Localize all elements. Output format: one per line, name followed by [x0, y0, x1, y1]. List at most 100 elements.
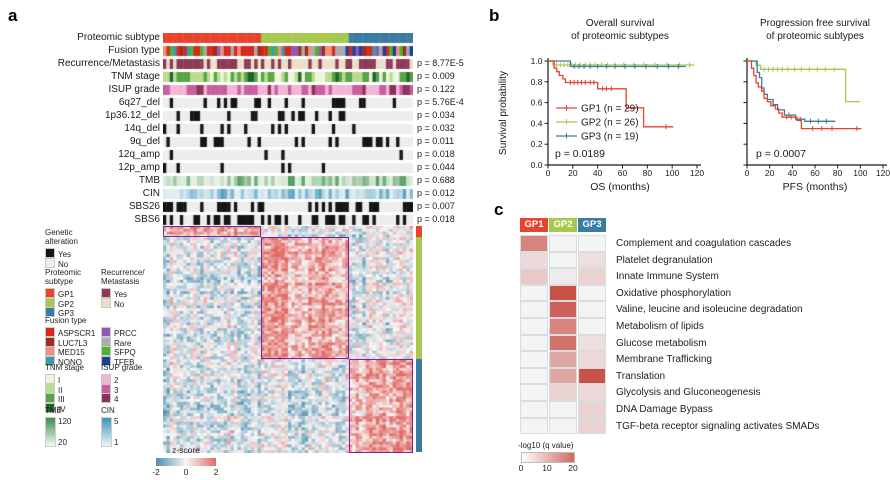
- panel-a-label: a: [8, 6, 18, 25]
- pathway-label: Valine, leucine and isoleucine degradati…: [616, 304, 803, 316]
- y-tick-label: 0.2: [531, 139, 543, 149]
- legend-gradient-cin: [101, 417, 112, 447]
- legend-item-no: No: [101, 297, 124, 309]
- legend-item-4: 4: [101, 393, 118, 404]
- track-pvalue: p = 0.012: [417, 188, 455, 198]
- pathway-label: Translation: [616, 370, 666, 382]
- legend-swatch: [45, 307, 55, 317]
- column-header-gp3: GP3: [578, 218, 606, 232]
- enrichment-cell: [549, 318, 577, 335]
- enrichment-cell: [578, 417, 606, 435]
- gene-module-gp3: [415, 359, 422, 453]
- legend-item-no: No: [45, 257, 68, 269]
- enrichment-cell: [549, 417, 577, 435]
- legend-swatch: [101, 346, 111, 356]
- column-header-gp2: GP2: [549, 218, 577, 232]
- gene-module-gp1: [415, 226, 422, 237]
- y-axis-label: Survival probability: [498, 71, 509, 155]
- zscore-label: z-score: [172, 445, 200, 455]
- track-pvalue: p = 0.688: [417, 175, 455, 185]
- pathway-label: Glucose metabolism: [616, 337, 707, 349]
- y-tick-label: 0.4: [531, 118, 543, 128]
- legend-swatch: [101, 383, 111, 394]
- track-label-cin: CIN: [142, 188, 160, 199]
- legend-swatch: [45, 327, 55, 337]
- legend-swatch: [45, 393, 55, 403]
- p-value-label: p = 0.0007: [756, 148, 806, 160]
- y-tick-label: 0.6: [531, 98, 543, 108]
- track-pvalue: p = 0.032: [417, 123, 455, 133]
- legend-swatch: [45, 288, 55, 298]
- km-curve-gp2: [548, 60, 695, 66]
- legend-swatch: [45, 346, 55, 356]
- x-tick-label: 20: [568, 168, 578, 178]
- enrichment-cell: [549, 401, 577, 418]
- x-tick-label: 40: [593, 168, 603, 178]
- x-tick-label: 120: [690, 168, 704, 178]
- x-tick-label: 80: [643, 168, 653, 178]
- x-tick-label: 120: [876, 168, 890, 178]
- legend-gradient-bottom-label: 20: [58, 438, 67, 447]
- km-curve-gp1: [548, 60, 674, 128]
- x-tick-label: 20: [765, 168, 775, 178]
- qvalue-scale-bar: [521, 452, 575, 463]
- pathway-label: DNA Damage Bypass: [616, 404, 713, 415]
- enrichment-cell: [520, 367, 548, 385]
- x-tick-label: 40: [788, 168, 798, 178]
- plot-title: of proteomic subtypes: [766, 31, 864, 42]
- y-tick-label: 1.0: [531, 56, 543, 66]
- x-tick-label: 60: [810, 168, 820, 178]
- enrichment-cell: [549, 384, 577, 401]
- legend-title-fusion: Fusion type: [45, 316, 87, 325]
- enrichment-cell: [578, 334, 606, 352]
- pathway-label: Membrane Trafficking: [616, 354, 712, 366]
- legend-title-genetic: Genetic: [45, 228, 73, 237]
- legend-label: GP1 (n = 29): [581, 104, 639, 115]
- enrichment-cell: [520, 384, 548, 401]
- zscore-tick-mid: 0: [183, 467, 189, 477]
- enrichment-cell: [578, 268, 606, 285]
- pathway-label: Metabolism of lipids: [616, 321, 704, 332]
- enrichment-cell: [578, 235, 606, 252]
- enrichment-cell: [520, 251, 548, 269]
- enrichment-cell: [578, 251, 606, 269]
- legend-swatch: [101, 393, 111, 403]
- track-pvalue: p = 0.044: [417, 162, 455, 172]
- cluster-box-gp1: [163, 226, 261, 238]
- enrichment-cell: [549, 334, 577, 352]
- legend-gradient-top-label: 120: [58, 417, 72, 426]
- legend-item-gp3: GP3: [45, 307, 74, 318]
- enrichment-cell: [578, 384, 606, 401]
- enrichment-cell: [520, 235, 548, 252]
- track-label-tnm-stage: TNM stage: [111, 71, 160, 82]
- legend-gradient-tmb: [45, 417, 56, 447]
- p-value-label: p = 0.0189: [555, 148, 605, 160]
- km-curve-gp1: [747, 60, 862, 130]
- track-label-recurrence-metastasis: Recurrence/Metastasis: [57, 58, 160, 69]
- track-label-9q-del: 9q_del: [129, 136, 160, 147]
- legend-title-tmb: TMB: [45, 406, 62, 415]
- legend-title-proteomic: subtype: [45, 277, 74, 286]
- panel-c-label: c: [494, 200, 504, 219]
- legend-title-cin: CIN: [101, 406, 115, 415]
- enrichment-cell: [578, 318, 606, 335]
- pathway-label: Complement and coagulation cascades: [616, 238, 792, 249]
- qvalue-scale-tick: 0: [518, 463, 524, 473]
- x-tick-label: 60: [618, 168, 628, 178]
- y-tick-label: 0.0: [531, 160, 543, 170]
- legend-gradient-bottom-label: 1: [114, 438, 119, 447]
- legend-swatch: [101, 327, 111, 337]
- enrichment-cell: [520, 301, 548, 318]
- track-pvalue: p = 0.018: [417, 149, 455, 159]
- plot-title: Overall survival: [586, 18, 654, 29]
- qvalue-scale-tick: 20: [568, 463, 578, 473]
- track-label-sbs6: SBS6: [134, 214, 160, 225]
- track-label-12q-amp: 12q_amp: [118, 149, 160, 160]
- zscore-gradient-bar: [156, 458, 216, 466]
- legend-swatch: [101, 374, 111, 384]
- track-label-14q-del: 14q_del: [124, 123, 160, 134]
- column-header-gp1: GP1: [520, 218, 548, 232]
- pathway-label: Glycolysis and Gluconeogenesis: [616, 387, 761, 399]
- track-pvalue: p = 5.76E-4: [417, 97, 464, 107]
- enrichment-cell: [520, 284, 548, 302]
